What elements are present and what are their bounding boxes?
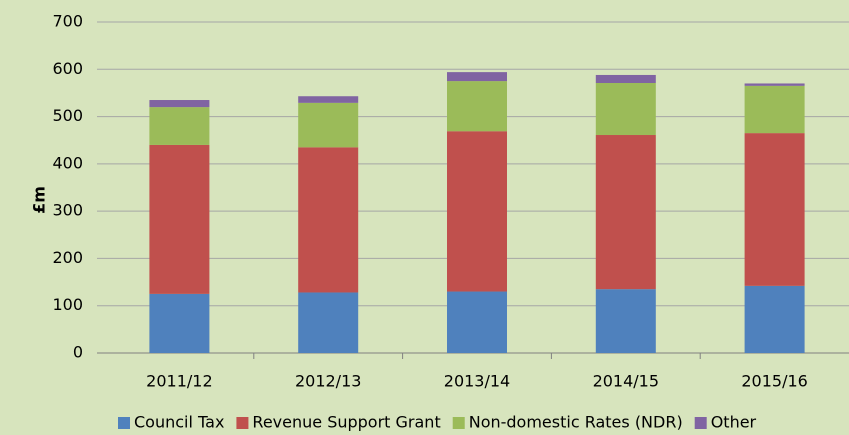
- bar-segment: [744, 285, 805, 353]
- x-tick-label: 2013/14: [444, 372, 510, 391]
- bar-segment: [447, 72, 507, 82]
- y-tick-label: 0: [73, 343, 83, 362]
- bar-segment: [447, 81, 507, 132]
- y-tick-label: 100: [52, 295, 83, 314]
- x-tick-label: 2011/12: [146, 372, 212, 391]
- bar-segment: [595, 74, 656, 83]
- bar-segment: [744, 133, 805, 286]
- legend-label: Revenue Support Grant: [252, 413, 440, 432]
- x-tick-label: 2015/16: [741, 372, 807, 391]
- bar-segment: [149, 100, 210, 108]
- x-tick-label: 2014/15: [593, 372, 659, 391]
- bar-segment: [149, 107, 210, 145]
- legend-swatch: [236, 417, 249, 429]
- bar-segment: [149, 293, 210, 353]
- bar-segment: [744, 85, 805, 134]
- legend-label: Council Tax: [134, 413, 224, 432]
- bar-segment: [149, 144, 210, 294]
- legend-label: Other: [711, 413, 757, 432]
- y-tick-label: 400: [52, 153, 83, 172]
- bar-segment: [447, 131, 507, 292]
- bar-segment: [447, 291, 507, 353]
- bar-segment: [595, 82, 656, 136]
- bar-segment: [298, 147, 359, 293]
- y-tick-label: 300: [52, 201, 83, 220]
- y-tick-label: 500: [52, 106, 83, 125]
- y-tick-label: 200: [52, 248, 83, 267]
- y-tick-label: 700: [52, 12, 83, 31]
- y-axis-label: £m: [30, 186, 49, 214]
- legend-swatch: [118, 417, 130, 429]
- legend-label: Non-domestic Rates (NDR): [469, 413, 683, 432]
- bar-segment: [595, 135, 656, 290]
- bar-segment: [298, 292, 359, 353]
- y-tick-label: 600: [52, 59, 83, 78]
- legend-swatch: [452, 417, 465, 429]
- legend-swatch: [694, 417, 707, 429]
- bar-segment: [298, 96, 359, 103]
- x-tick-label: 2012/13: [295, 372, 361, 391]
- bar-segment: [744, 83, 805, 86]
- bar-segment: [595, 289, 656, 353]
- bar-segment: [298, 102, 359, 148]
